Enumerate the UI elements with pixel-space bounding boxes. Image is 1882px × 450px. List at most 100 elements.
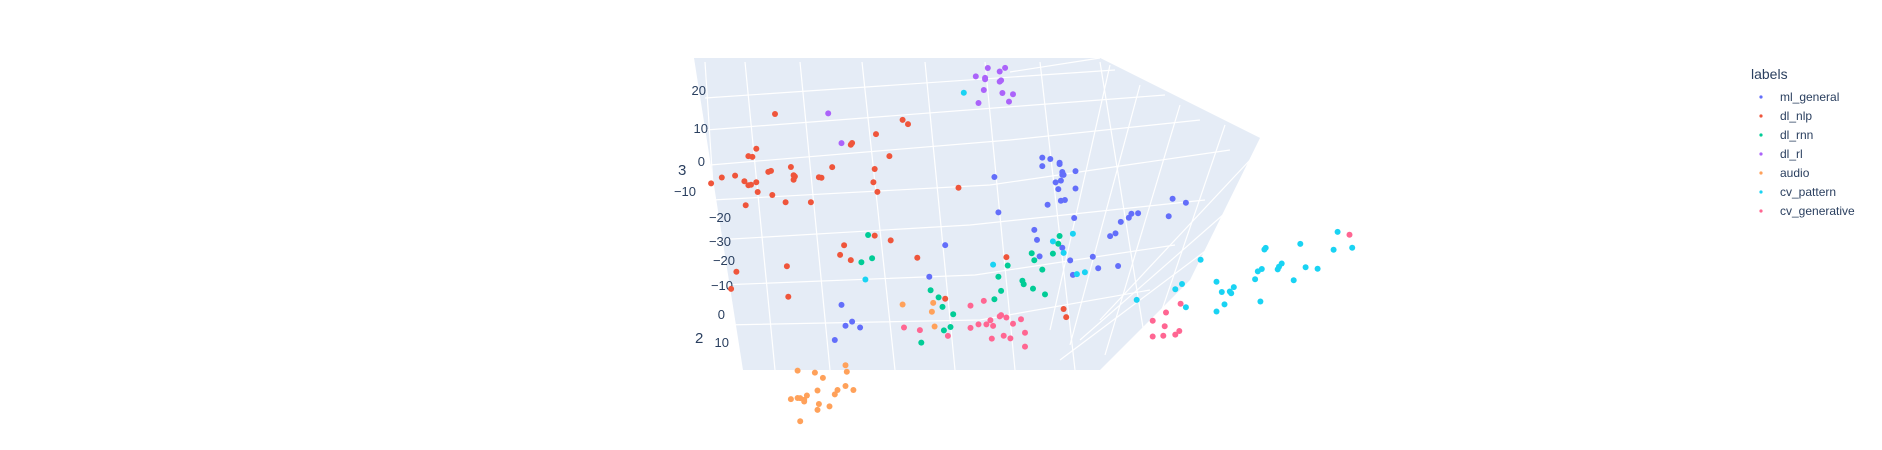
data-point[interactable] <box>1071 215 1078 221</box>
data-point[interactable] <box>1230 284 1237 291</box>
data-point[interactable] <box>996 68 1003 75</box>
data-point[interactable] <box>1161 323 1168 330</box>
data-point[interactable] <box>1006 98 1012 105</box>
legend-item-dl_rl[interactable]: dl_rl <box>1759 147 1803 161</box>
legend-item-cv_generative[interactable]: cv_generative <box>1759 204 1855 218</box>
data-point[interactable] <box>1072 168 1079 175</box>
data-point[interactable] <box>1218 289 1225 295</box>
data-point[interactable] <box>980 297 987 304</box>
data-point[interactable] <box>983 321 990 328</box>
data-point[interactable] <box>708 180 715 187</box>
data-point[interactable] <box>1346 231 1353 238</box>
data-point[interactable] <box>918 339 925 346</box>
data-point[interactable] <box>995 209 1002 216</box>
data-point[interactable] <box>1213 308 1220 315</box>
data-point[interactable] <box>1172 331 1179 338</box>
data-point[interactable] <box>998 287 1005 294</box>
data-point[interactable] <box>783 263 790 270</box>
data-point[interactable] <box>887 237 894 244</box>
data-point[interactable] <box>858 259 865 266</box>
data-point[interactable] <box>1057 177 1064 184</box>
data-point[interactable] <box>732 172 739 179</box>
data-point[interactable] <box>1010 91 1016 98</box>
data-point[interactable] <box>1261 246 1268 253</box>
data-point[interactable] <box>834 387 841 393</box>
data-point[interactable] <box>1049 250 1056 257</box>
data-point[interactable] <box>768 167 774 174</box>
data-point[interactable] <box>935 294 942 301</box>
data-point[interactable] <box>850 387 857 393</box>
data-point[interactable] <box>926 273 933 280</box>
data-point[interactable] <box>785 293 792 300</box>
data-point[interactable] <box>899 116 906 123</box>
data-point[interactable] <box>1177 300 1184 307</box>
data-point[interactable] <box>931 323 938 330</box>
data-point[interactable] <box>1128 210 1135 217</box>
data-point[interactable] <box>814 387 821 394</box>
data-point[interactable] <box>1036 253 1043 260</box>
data-point[interactable] <box>1182 304 1189 311</box>
data-point[interactable] <box>901 324 907 331</box>
data-point[interactable] <box>819 374 826 381</box>
data-point[interactable] <box>787 396 794 403</box>
data-point[interactable] <box>996 78 1003 85</box>
data-point[interactable] <box>1031 257 1038 264</box>
data-point[interactable] <box>960 89 967 96</box>
data-point[interactable] <box>870 179 877 186</box>
data-point[interactable] <box>972 73 979 80</box>
data-point[interactable] <box>1056 161 1063 168</box>
data-point[interactable] <box>991 296 998 303</box>
data-point[interactable] <box>797 418 804 425</box>
data-point[interactable] <box>927 287 934 294</box>
data-point[interactable] <box>1056 233 1063 239</box>
data-point[interactable] <box>865 232 872 238</box>
data-point[interactable] <box>1095 265 1102 272</box>
data-point[interactable] <box>1055 240 1062 247</box>
data-point[interactable] <box>794 367 801 374</box>
series-dl_rnn[interactable] <box>858 232 1063 346</box>
data-point[interactable] <box>886 153 893 160</box>
data-point[interactable] <box>990 261 997 268</box>
data-point[interactable] <box>1213 278 1220 285</box>
series-cv_pattern[interactable] <box>862 89 1356 315</box>
data-point[interactable] <box>1314 265 1321 272</box>
data-point[interactable] <box>811 369 818 376</box>
data-point[interactable] <box>1039 163 1046 170</box>
data-point[interactable] <box>1000 332 1007 339</box>
data-point[interactable] <box>914 254 921 261</box>
data-point[interactable] <box>1060 249 1067 256</box>
series-dl_nlp[interactable] <box>708 111 1070 321</box>
data-point[interactable] <box>1297 240 1304 247</box>
data-point[interactable] <box>1330 246 1337 253</box>
legend-item-ml_general[interactable]: ml_general <box>1759 90 1839 104</box>
data-point[interactable] <box>857 324 864 331</box>
data-point[interactable] <box>984 65 991 71</box>
data-point[interactable] <box>1163 309 1169 316</box>
data-point[interactable] <box>815 174 822 181</box>
data-point[interactable] <box>987 317 994 324</box>
data-point[interactable] <box>790 176 797 183</box>
data-point[interactable] <box>1117 218 1124 225</box>
data-point[interactable] <box>728 285 735 292</box>
series-dl_rl[interactable] <box>825 64 1016 147</box>
data-point[interactable] <box>797 395 804 402</box>
data-point[interactable] <box>1018 316 1024 323</box>
data-point[interactable] <box>991 174 998 180</box>
data-point[interactable] <box>1020 281 1027 288</box>
data-point[interactable] <box>753 145 760 152</box>
data-point[interactable] <box>718 174 725 181</box>
data-point[interactable] <box>849 318 856 325</box>
data-point[interactable] <box>1149 333 1156 340</box>
data-point[interactable] <box>1039 154 1046 161</box>
data-point[interactable] <box>1149 317 1156 324</box>
data-point[interactable] <box>1278 260 1285 267</box>
data-point[interactable] <box>982 74 989 81</box>
data-point[interactable] <box>1022 343 1028 350</box>
data-point[interactable] <box>1030 285 1036 292</box>
data-points[interactable] <box>708 64 1356 425</box>
data-point[interactable] <box>873 131 879 138</box>
data-point[interactable] <box>905 121 911 128</box>
